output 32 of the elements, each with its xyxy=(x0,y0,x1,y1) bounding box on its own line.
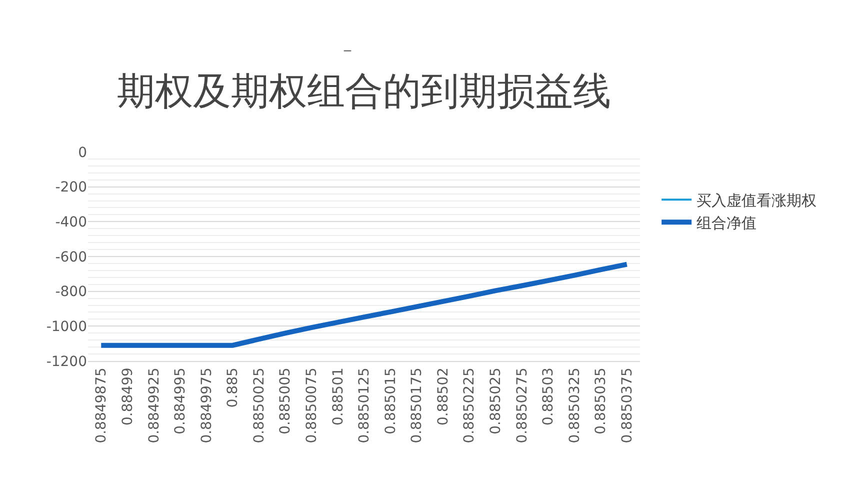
x-tick-label: 0.88502 xyxy=(435,368,452,426)
x-tick-label: 0.88501 xyxy=(330,368,346,426)
x-tick-label: 0.8850025 xyxy=(251,368,268,444)
chart-title: 期权及期权组合的到期损益线 xyxy=(117,69,611,114)
y-tick-label: -200 xyxy=(55,180,87,196)
x-tick-label: 0.8849925 xyxy=(146,368,162,444)
x-tick-label: 0.8850175 xyxy=(409,368,426,444)
x-tick-label: 0.885035 xyxy=(593,368,610,434)
y-tick-label: -600 xyxy=(55,249,87,266)
x-tick-label: 0.885005 xyxy=(278,368,294,434)
y-tick-label: -1000 xyxy=(46,319,87,336)
y-tick-label: -800 xyxy=(55,284,87,300)
legend-label: 买入虚值看涨期权 xyxy=(696,191,817,210)
x-tick-label: 0.8850075 xyxy=(304,368,320,444)
text: _ xyxy=(343,36,352,52)
x-tick-label: 0.8850125 xyxy=(356,368,373,444)
x-tick-label: 0.8850275 xyxy=(514,368,530,444)
x-tick-label: 0.88503 xyxy=(540,368,557,426)
x-tick-label: 0.8849875 xyxy=(94,368,110,444)
x-tick-label: 0.8850375 xyxy=(619,368,636,444)
legend-label: 组合净值 xyxy=(696,214,757,232)
x-tick-label: 0.88499 xyxy=(120,368,136,426)
y-tick-label: -400 xyxy=(55,214,87,231)
x-tick-label: 0.8850325 xyxy=(566,368,583,444)
x-tick-label: 0.885025 xyxy=(488,368,504,434)
x-tick-label: 0.885015 xyxy=(382,368,399,434)
x-tick-label: 0.8849975 xyxy=(198,368,215,444)
y-tick-label: 0 xyxy=(78,144,87,161)
x-tick-label: 0.885 xyxy=(225,368,242,408)
x-tick-label: 0.8850225 xyxy=(462,368,478,444)
y-tick-label: -1200 xyxy=(46,354,87,370)
x-tick-label: 0.884995 xyxy=(172,368,189,434)
